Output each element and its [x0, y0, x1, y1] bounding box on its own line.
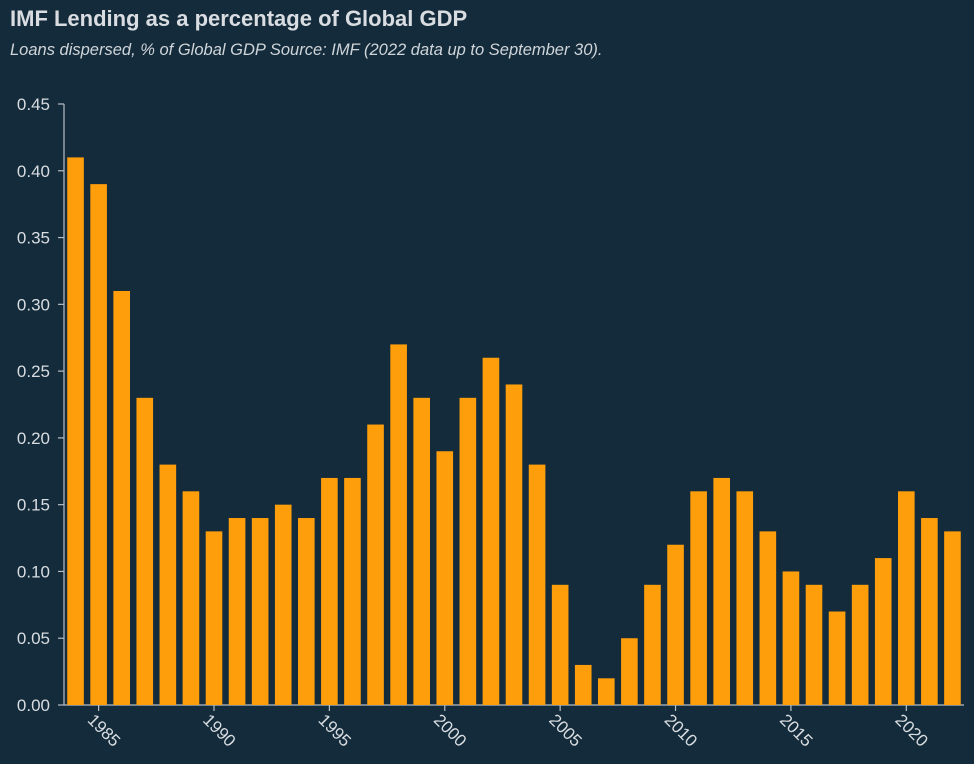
bar-2005 — [551, 584, 569, 705]
chart-subtitle: Loans dispersed, % of Global GDP Source:… — [10, 41, 603, 59]
bar-2002 — [482, 357, 500, 705]
bar-2013 — [736, 491, 754, 705]
bar-2001 — [459, 397, 477, 705]
bar-1999 — [413, 397, 430, 705]
y-tick-label: 0.05 — [17, 629, 50, 648]
x-tick-label: 2005 — [545, 710, 585, 750]
y-tick-label: 0.40 — [17, 162, 50, 181]
bar-2021 — [921, 518, 938, 705]
bar-1986 — [113, 290, 130, 705]
x-tick-label: 1985 — [84, 710, 124, 750]
bar-1993 — [274, 504, 292, 705]
bar-2019 — [874, 558, 892, 705]
bar-1989 — [182, 491, 200, 705]
y-tick-label: 0.45 — [17, 95, 50, 114]
bar-1996 — [344, 477, 361, 705]
y-axis: 0.00 0.05 0.10 0.15 0.20 0.25 0.30 0.35 0.40 0.45 — [17, 95, 65, 715]
bar-1987 — [136, 397, 154, 705]
x-tick-label: 2000 — [430, 710, 470, 750]
y-tick-label: 0.35 — [17, 229, 50, 248]
x-tick-label: 1995 — [315, 710, 355, 750]
bar-2017 — [828, 611, 846, 705]
x-tick-label: 2020 — [891, 710, 931, 750]
bar-1985 — [90, 184, 107, 706]
bar-2022 — [944, 531, 961, 705]
bar-2008 — [621, 638, 638, 705]
bar-1991 — [228, 518, 246, 705]
bar-2000 — [436, 451, 454, 705]
bar-1988 — [159, 464, 177, 705]
bar-2010 — [667, 544, 684, 705]
x-tick-label: 2015 — [776, 710, 816, 750]
y-tick-label: 0.00 — [17, 696, 50, 715]
y-tick-label: 0.30 — [17, 295, 50, 314]
bar-2016 — [805, 584, 823, 705]
bar-1998 — [390, 344, 407, 705]
bar-1992 — [251, 518, 269, 705]
bar-2020 — [898, 491, 915, 705]
bar-2015 — [782, 571, 800, 705]
bar-2018 — [851, 584, 869, 705]
y-tick-label: 0.10 — [17, 562, 50, 581]
y-tick-label: 0.25 — [17, 362, 50, 381]
y-tick-label: 0.20 — [17, 429, 50, 448]
bar-2011 — [690, 491, 707, 705]
bar-1990 — [205, 531, 223, 705]
x-tick-label: 2010 — [661, 710, 701, 750]
bar-1994 — [298, 518, 315, 705]
x-axis: 1985 1990 1995 2000 2005 2010 2015 2020 — [64, 704, 964, 751]
bar-2007 — [598, 678, 615, 705]
bar-2012 — [713, 477, 730, 705]
y-tick-label: 0.15 — [17, 496, 50, 515]
bar-1995 — [321, 477, 338, 705]
bar-2009 — [644, 584, 661, 705]
bar-2004 — [528, 464, 546, 705]
bar-2006 — [574, 664, 592, 705]
bar-2014 — [759, 531, 777, 705]
bars — [67, 157, 961, 706]
bar-2003 — [505, 384, 523, 705]
chart-title: IMF Lending as a percentage of Global GD… — [10, 6, 468, 31]
bar-1997 — [367, 424, 384, 705]
x-tick-label: 1990 — [199, 710, 239, 750]
bar-1984 — [67, 157, 84, 705]
